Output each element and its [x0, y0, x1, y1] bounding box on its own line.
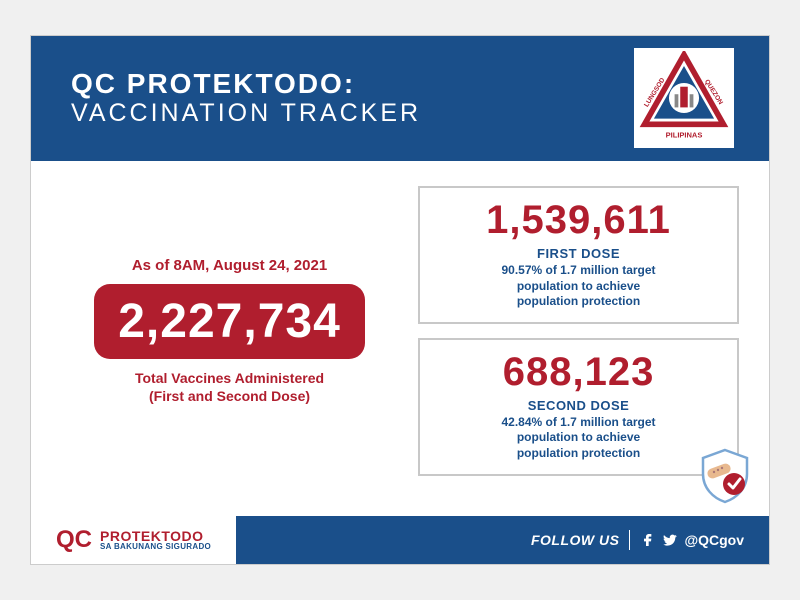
total-label: Total Vaccines Administered (First and S… [135, 369, 324, 405]
footer-brand: QC PROTEKTODO SA BAKUNANG SIGURADO [31, 516, 236, 564]
header-subtitle: VACCINATION TRACKER [71, 100, 421, 128]
facebook-icon [640, 532, 656, 548]
footer-brand-text: PROTEKTODO SA BAKUNANG SIGURADO [100, 529, 211, 551]
footer-brand-line1: PROTEKTODO [100, 529, 211, 543]
total-value: 2,227,734 [94, 284, 365, 359]
infographic-card: QC PROTEKTODO: VACCINATION TRACKER QUEZO… [30, 35, 770, 565]
social-links: @QCgov [640, 532, 744, 548]
footer-bar: QC PROTEKTODO SA BAKUNANG SIGURADO FOLLO… [31, 516, 769, 564]
footer-social: FOLLOW US @QCgov [531, 530, 744, 550]
second-dose-desc: 42.84% of 1.7 million target population … [436, 415, 721, 462]
second-dose-box: 688,123 SECOND DOSE 42.84% of 1.7 millio… [418, 338, 739, 476]
follow-label: FOLLOW US [531, 532, 620, 548]
first-dose-value: 1,539,611 [436, 200, 721, 240]
total-label-line2: (First and Second Dose) [149, 388, 310, 404]
footer-brand-line2: SA BAKUNANG SIGURADO [100, 543, 211, 551]
dose-panels: 1,539,611 FIRST DOSE 90.57% of 1.7 milli… [418, 186, 739, 476]
total-label-line1: Total Vaccines Administered [135, 370, 324, 386]
asof-text: As of 8AM, August 24, 2021 [132, 257, 327, 274]
content-row: As of 8AM, August 24, 2021 2,227,734 Tot… [31, 161, 769, 491]
first-dose-label: FIRST DOSE [436, 246, 721, 261]
seal-icon: QUEZON LUNGSOD PILIPINAS [637, 51, 731, 145]
svg-text:PILIPINAS: PILIPINAS [666, 130, 703, 139]
second-dose-value: 688,123 [436, 352, 721, 392]
header-text-block: QC PROTEKTODO: VACCINATION TRACKER [71, 69, 421, 127]
total-panel: As of 8AM, August 24, 2021 2,227,734 Tot… [61, 186, 398, 476]
second-dose-label: SECOND DOSE [436, 398, 721, 413]
header-title: QC PROTEKTODO: [71, 69, 421, 100]
first-dose-box: 1,539,611 FIRST DOSE 90.57% of 1.7 milli… [418, 186, 739, 324]
header-bar: QC PROTEKTODO: VACCINATION TRACKER QUEZO… [31, 36, 769, 161]
first-dose-desc: 90.57% of 1.7 million target population … [436, 263, 721, 310]
twitter-icon [662, 532, 678, 548]
city-seal: QUEZON LUNGSOD PILIPINAS [634, 48, 734, 148]
footer-divider [629, 530, 630, 550]
shield-badge-icon [699, 448, 751, 509]
social-handle: @QCgov [684, 532, 744, 548]
footer-qc-logo: QC [56, 526, 92, 554]
